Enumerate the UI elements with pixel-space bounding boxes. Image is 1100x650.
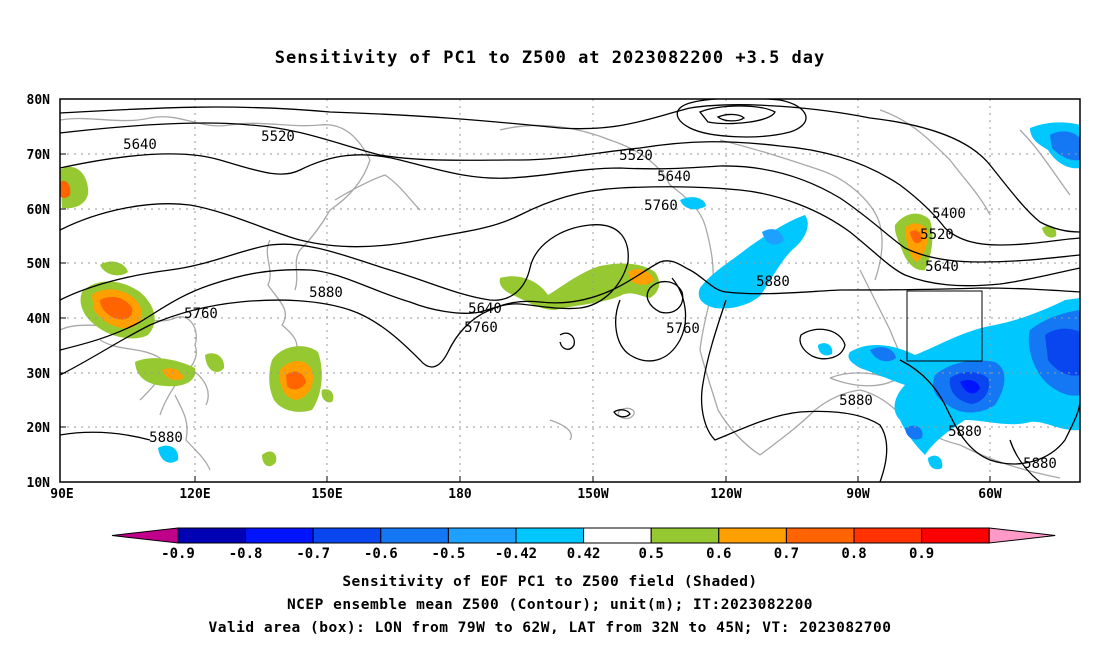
lat-label: 10N: [27, 476, 51, 491]
colorbar-box: [650, 527, 720, 544]
z500-contours: [60, 99, 1080, 482]
colorbar-tick-label: -0.7: [296, 546, 330, 562]
footer-shading-description: Sensitivity of EOF PC1 to Z500 field (Sh…: [342, 574, 758, 590]
colorbar-box: [312, 527, 382, 544]
colorbar-tick-label: 0.9: [909, 546, 934, 562]
colorbar-tick-label: -0.9: [161, 546, 195, 562]
contour-label: 5760: [184, 306, 218, 322]
contour-label: 5880: [756, 274, 790, 290]
lat-labels: 80N 70N 60N 50N 40N 30N 20N 10N: [27, 93, 51, 491]
lon-labels: 90E 120E 150E 180 150W 120W 90W 60W: [50, 487, 1002, 502]
contour-label: 5640: [468, 301, 502, 317]
lat-label: 80N: [27, 93, 51, 108]
colorbar-box: [718, 527, 787, 544]
contour-label: 5520: [261, 129, 295, 145]
colorbar-tick-label: 0.42: [567, 546, 601, 562]
colorbar-tick-label: 0.6: [706, 546, 731, 562]
colorbar-tick-label: -0.6: [364, 546, 398, 562]
colorbar-tick-label: 0.8: [841, 546, 866, 562]
colorbar-tick-label: -0.8: [229, 546, 263, 562]
colorbar-box: [380, 527, 449, 544]
contour-label: 5640: [925, 259, 959, 275]
colorbar-box: [583, 527, 652, 544]
contour-label: 5400: [932, 206, 966, 222]
lon-label: 120E: [179, 487, 210, 502]
contour-label: 5760: [464, 320, 498, 336]
contour-label: 5520: [619, 148, 653, 164]
colorbar-box: [921, 527, 990, 544]
lat-label: 60N: [27, 203, 51, 218]
lat-label: 40N: [27, 312, 51, 327]
lon-label: 180: [448, 487, 472, 502]
contour-label: 5640: [657, 169, 691, 185]
colorbar-tick-label: -0.5: [432, 546, 466, 562]
contour-label: 5880: [149, 430, 183, 446]
lat-label: 70N: [27, 148, 51, 163]
map-title: Sensitivity of PC1 to Z500 at 2023082200…: [274, 48, 826, 68]
colorbar-arrow-high: [988, 527, 1056, 544]
lon-label: 90W: [846, 487, 870, 502]
contour-label-group: 5640 5520 5520 5640 5760 5400 5520 5640 …: [123, 129, 1057, 472]
colorbar-tick-label: 0.7: [774, 546, 799, 562]
contour-label: 5520: [920, 227, 954, 243]
colorbar-box: [447, 527, 517, 544]
lon-label: 150W: [577, 487, 608, 502]
colorbar-box: [853, 527, 923, 544]
contour-label: 5760: [666, 321, 700, 337]
footer-contour-description: NCEP ensemble mean Z500 (Contour); unit(…: [286, 597, 814, 613]
colorbar-arrow-low: [111, 527, 179, 544]
footer-valid-area: Valid area (box): LON from 79W to 62W, L…: [208, 620, 892, 636]
contour-label: 5880: [309, 285, 343, 301]
colorbar-tick-label: 0.5: [639, 546, 664, 562]
contour-label: 5880: [1023, 456, 1057, 472]
lon-label: 60W: [978, 487, 1002, 502]
contour-label: 5880: [948, 424, 982, 440]
lat-label: 20N: [27, 421, 51, 436]
colorbar-box: [515, 527, 585, 544]
lat-label: 50N: [27, 257, 51, 272]
colorbar-box: [177, 527, 247, 544]
valid-area-box: [906, 290, 983, 362]
axis-ticks: [60, 98, 991, 483]
lon-label: 120W: [710, 487, 741, 502]
contour-label: 5640: [123, 137, 157, 153]
contour-label: 5760: [644, 198, 678, 214]
contour-label: 5880: [839, 393, 873, 409]
plot-frame: [59, 98, 1081, 483]
colorbar-box: [245, 527, 314, 544]
colorbar-box: [785, 527, 855, 544]
colorbar-tick-label: -0.42: [495, 546, 537, 562]
lon-label: 90E: [50, 487, 73, 502]
lat-label: 30N: [27, 367, 51, 382]
colorbar: -0.9 -0.8 -0.7 -0.6 -0.5 -0.42 0.42 0.5 0.6 0.7 0.…: [111, 527, 1056, 562]
lon-label: 150E: [311, 487, 342, 502]
sensitivity-shading: [60, 122, 1080, 470]
